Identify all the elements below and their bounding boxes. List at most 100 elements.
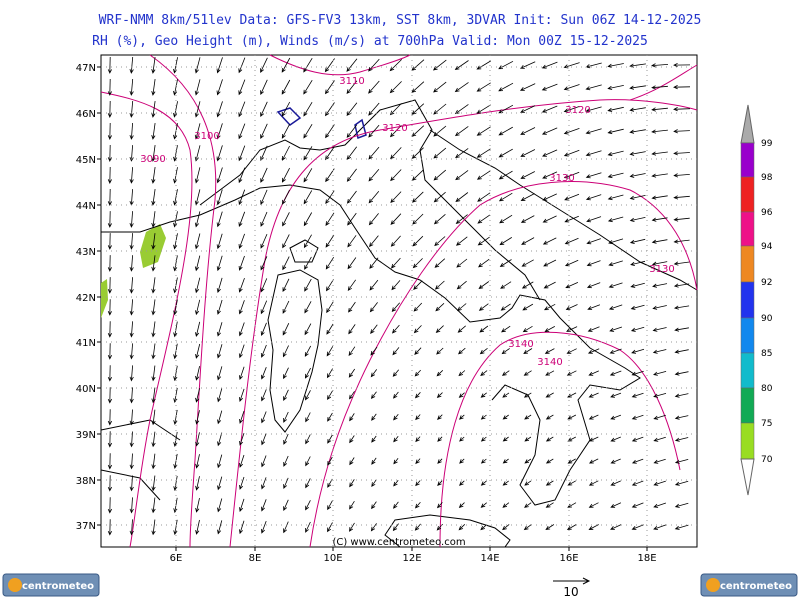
wind-arrow [238,344,245,359]
wind-arrow [434,280,445,290]
wind-arrow [543,281,556,289]
wind-arrow [195,366,200,381]
reference-vector: 10 [553,577,591,599]
wind-arrow [348,391,355,400]
wind-arrow [631,414,644,420]
wind-arrow [260,145,268,162]
wind-arrow [480,502,487,508]
wind-arrow [304,323,312,336]
wind-arrow [545,392,554,398]
wind-arrow [238,322,245,337]
wind-arrow [521,281,534,289]
wind-arrow [129,255,134,272]
colorbar-label: 96 [761,208,773,218]
wind-arrow [129,299,134,316]
wind-arrow [653,480,666,486]
wind-arrow [239,388,245,402]
wind-arrow [389,81,402,94]
wind-arrow [454,104,469,115]
wind-arrow [389,59,402,72]
wind-arrow [433,169,447,181]
wind-arrow [195,432,200,447]
wind-arrow [563,128,580,135]
wind-arrow [304,278,312,292]
wind-arrow [454,82,469,93]
rh-patch [101,279,108,318]
wind-arrow [545,436,554,442]
wind-arrow [411,81,425,93]
wind-arrow [173,409,178,426]
logo-box [2,573,100,597]
wind-arrow [392,369,400,377]
wind-arrow [610,480,621,486]
wind-arrow [629,107,646,112]
wind-arrow [347,212,357,226]
wind-arrow [586,238,601,245]
wind-arrow [173,299,178,316]
wind-arrow [412,235,424,247]
wind-arrow [609,348,622,354]
logo-icon [706,578,720,592]
wind-arrow [151,299,156,316]
wind-arrow [585,128,602,135]
wind-arrow [151,497,156,514]
wind-arrow [390,235,401,247]
contour-label: 3110 [339,76,364,87]
wind-arrow [587,348,600,354]
wind-arrow [282,256,290,271]
wind-arrow [651,85,668,90]
wind-arrow [543,259,557,267]
wind-arrow [369,279,379,291]
wind-arrow [629,85,646,90]
wind-arrow [478,258,490,268]
wind-arrow [653,414,666,420]
contour-label: 3120 [565,105,590,116]
lat-label: 38N [76,476,96,487]
wind-arrow [129,100,134,118]
wind-arrow [107,277,112,294]
wind-arrow [260,123,268,140]
wind-arrow [217,410,223,425]
wind-arrow [391,280,401,291]
wind-arrow [673,195,690,200]
wind-arrow [217,498,223,513]
wind-arrow [414,369,421,377]
wind-arrow [457,325,466,333]
wind-arrow [151,123,156,140]
lat-label: 44N [76,201,96,212]
wind-arrow [587,304,601,310]
wind-arrow [368,213,379,226]
wind-arrow [238,300,245,315]
wind-arrow [609,370,622,376]
wind-arrow [217,476,223,491]
wind-arrow [216,101,223,118]
wind-arrow [173,475,178,492]
wind-arrow [348,368,356,378]
wind-arrow [610,524,622,530]
wind-arrow [412,213,424,225]
wind-arrow [674,502,689,508]
wind-arrow [327,390,333,400]
wind-arrow [629,151,646,156]
wind-arrow [326,279,334,292]
wind-arrow [216,255,223,272]
wind-arrow [239,454,245,468]
wind-arrow [368,146,380,160]
wind-arrow [281,79,291,95]
wind-arrow [325,234,335,248]
wind-arrow [459,480,465,486]
wind-arrow [629,129,646,134]
wind-arrow [238,255,245,271]
colorbar-label: 98 [761,173,773,183]
colorbar-label: 75 [761,419,772,429]
wind-arrow [282,323,290,336]
lon-label: 8E [249,553,262,564]
wind-arrow [129,78,134,96]
wind-arrow [327,434,333,444]
wind-arrow [283,367,289,380]
wind-arrow [151,277,156,294]
wind-arrow [541,127,558,135]
wind-arrow [368,80,380,94]
wind-arrow [480,436,487,442]
wind-arrow [522,325,533,333]
